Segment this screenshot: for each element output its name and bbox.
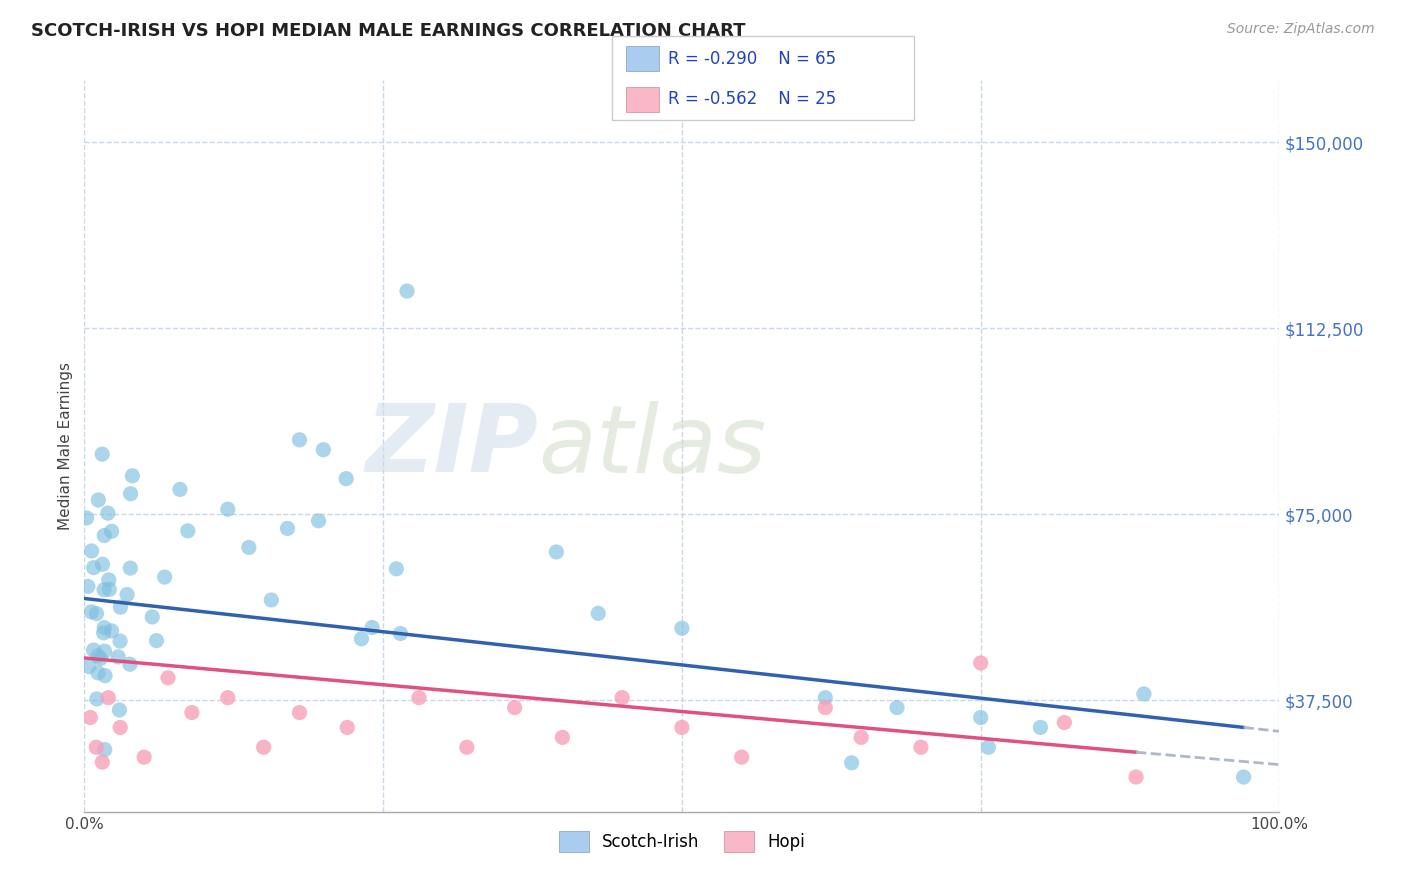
Point [731, 750, 754, 764]
Point [110, 720, 132, 734]
Point [288, 433, 311, 447]
Point [814, 700, 837, 714]
Point [118, 657, 141, 672]
Point [86, 740, 108, 755]
Point [91, 755, 114, 769]
Point [217, 502, 239, 516]
Point [97, 690, 120, 705]
Point [83, 643, 105, 657]
Point [841, 756, 863, 770]
Legend: Scotch-Irish, Hopi: Scotch-Irish, Hopi [551, 824, 813, 858]
Point [970, 710, 993, 724]
Text: Source: ZipAtlas.com: Source: ZipAtlas.com [1227, 22, 1375, 37]
Point [91, 447, 114, 461]
Point [336, 720, 359, 734]
Point [157, 671, 180, 685]
Point [396, 284, 419, 298]
Point [288, 706, 311, 720]
Point [87, 648, 110, 663]
Point [100, 524, 122, 539]
Point [970, 656, 993, 670]
Point [76, 579, 98, 593]
Point [503, 700, 526, 714]
Point [107, 649, 129, 664]
Point [238, 541, 260, 555]
Point [671, 621, 693, 635]
Point [108, 634, 131, 648]
Point [93, 644, 115, 658]
Point [217, 690, 239, 705]
Y-axis label: Median Male Earnings: Median Male Earnings [58, 362, 73, 530]
Point [79, 710, 101, 724]
Point [89, 651, 111, 665]
Point [80, 605, 103, 619]
Point [335, 472, 357, 486]
Point [350, 632, 373, 646]
Point [169, 483, 191, 497]
Point [260, 593, 283, 607]
Point [612, 690, 634, 705]
Point [97, 573, 120, 587]
Point [120, 487, 142, 501]
Point [94, 668, 117, 682]
Point [91, 558, 114, 572]
Point [177, 524, 200, 538]
Point [86, 692, 108, 706]
Point [120, 561, 142, 575]
Point [87, 665, 110, 680]
Point [93, 621, 115, 635]
Point [132, 750, 156, 764]
Point [108, 703, 131, 717]
Point [276, 521, 298, 535]
Point [910, 740, 932, 755]
Point [389, 626, 412, 640]
Point [1125, 770, 1147, 784]
Point [115, 588, 138, 602]
Point [1029, 720, 1052, 734]
Point [1133, 687, 1156, 701]
Point [93, 528, 115, 542]
Point [181, 706, 204, 720]
Point [97, 506, 120, 520]
Point [312, 442, 335, 457]
Point [408, 690, 430, 705]
Point [94, 742, 117, 756]
Point [98, 582, 121, 597]
Point [141, 610, 163, 624]
Point [86, 607, 108, 621]
Point [385, 562, 408, 576]
Text: SCOTCH-IRISH VS HOPI MEDIAN MALE EARNINGS CORRELATION CHART: SCOTCH-IRISH VS HOPI MEDIAN MALE EARNING… [31, 22, 745, 40]
Point [80, 544, 103, 558]
Point [671, 720, 693, 734]
Point [1233, 770, 1256, 784]
Text: atlas: atlas [538, 401, 766, 491]
Point [977, 740, 1000, 755]
Point [76, 511, 98, 525]
Point [1053, 715, 1076, 730]
Text: R = -0.562    N = 25: R = -0.562 N = 25 [668, 90, 837, 108]
Point [814, 690, 837, 705]
Text: R = -0.290    N = 65: R = -0.290 N = 65 [668, 50, 837, 68]
Point [851, 731, 873, 745]
Point [121, 468, 143, 483]
Point [93, 626, 115, 640]
Point [83, 560, 105, 574]
Point [87, 493, 110, 508]
Point [110, 600, 132, 615]
Point [308, 514, 330, 528]
Text: ZIP: ZIP [366, 400, 538, 492]
Point [551, 731, 574, 745]
Point [456, 740, 478, 755]
Point [77, 659, 100, 673]
Point [153, 570, 176, 584]
Point [886, 700, 908, 714]
Point [93, 582, 115, 597]
Point [100, 624, 122, 638]
Point [253, 740, 276, 755]
Point [546, 545, 568, 559]
Point [588, 607, 610, 621]
Point [145, 633, 167, 648]
Point [361, 620, 384, 634]
